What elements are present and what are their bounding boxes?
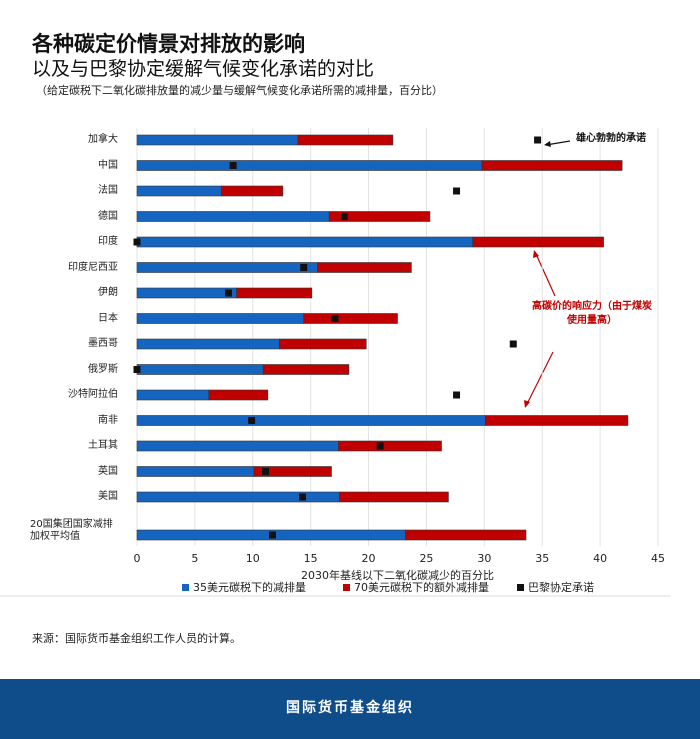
- marker: [300, 264, 308, 271]
- bar: [485, 415, 629, 426]
- legend-label: 巴黎协定承诺: [528, 580, 594, 594]
- y-tick-label: 加拿大: [88, 134, 118, 145]
- title: 各种碳定价情景对排放的影响: [32, 32, 305, 56]
- y-tick-label: 美国: [98, 491, 118, 502]
- marker: [268, 531, 276, 539]
- marker: [376, 442, 384, 450]
- bar: [472, 236, 604, 248]
- bar: [328, 211, 431, 222]
- bar: [136, 287, 237, 299]
- bar: [136, 389, 210, 401]
- x-tick-label: 5: [191, 552, 198, 565]
- legend-label: 70美元碳税下的额外减排量: [354, 580, 489, 594]
- marker: [509, 340, 517, 348]
- bar: [279, 338, 367, 350]
- bar: [136, 491, 340, 503]
- y-tick-label: 伊朗: [98, 287, 118, 298]
- y-tick-label: 南非: [98, 414, 118, 426]
- marker: [534, 136, 542, 144]
- marker: [133, 366, 141, 373]
- y-tick-label: 中国: [98, 159, 118, 171]
- y-tick-label: 法国: [98, 185, 118, 196]
- marker: [262, 468, 270, 475]
- bar: [136, 262, 318, 273]
- annotation: 高碳价的响应力（由于煤炭使用量高）: [532, 301, 652, 326]
- x-tick-label: 45: [651, 552, 665, 565]
- bar: [136, 415, 486, 426]
- footer-text: 国际货币基金组织: [286, 700, 414, 716]
- footer: [0, 679, 700, 739]
- bar: [136, 236, 474, 248]
- bar: [303, 313, 398, 324]
- legend-swatch: [182, 584, 189, 591]
- y-tick-label: 日本: [98, 312, 118, 324]
- marker: [248, 417, 256, 424]
- y-tick-label: 沙特阿拉伯: [68, 389, 118, 400]
- y-tick-label: 印度: [98, 236, 118, 247]
- arrow-head: [524, 400, 530, 408]
- bar: [136, 211, 330, 222]
- y-tick-label: 20国集团国家减排加权平均值: [30, 519, 113, 542]
- bar: [339, 491, 449, 503]
- marker: [453, 391, 461, 399]
- bar: [262, 364, 350, 375]
- bar: [317, 262, 412, 273]
- y-tick-label: 德国: [98, 210, 118, 222]
- x-tick-label: 10: [246, 552, 260, 565]
- bar: [136, 185, 222, 197]
- x-tick-label: 30: [477, 552, 491, 565]
- bar: [297, 134, 394, 146]
- bar: [481, 160, 623, 171]
- bar: [136, 338, 280, 350]
- bar: [208, 389, 269, 401]
- arrow-head: [533, 250, 539, 258]
- annotation: 雄心勃勃的承诺: [576, 133, 646, 144]
- note: （给定碳税下二氧化碳排放量的减少量与缓解气候变化承诺所需的减排量，百分比）: [36, 84, 443, 97]
- x-tick-label: 0: [134, 552, 141, 565]
- legend-swatch: [343, 584, 350, 591]
- bar: [136, 440, 339, 452]
- bar: [338, 440, 442, 452]
- bar: [136, 466, 255, 477]
- y-tick-label: 印度尼西亚: [68, 261, 118, 273]
- legend-swatch: [517, 584, 524, 591]
- y-tick-label: 俄罗斯: [88, 363, 118, 375]
- x-tick-label: 25: [419, 552, 433, 565]
- source: 来源：国际货币基金组织工作人员的计算。: [32, 632, 241, 645]
- x-tick-label: 15: [304, 552, 318, 565]
- x-tick-label: 35: [535, 552, 549, 565]
- marker: [299, 493, 307, 501]
- marker: [331, 315, 339, 322]
- arrow: [535, 253, 556, 297]
- bar: [253, 466, 332, 477]
- subtitle: 以及与巴黎协定缓解气候变化承诺的对比: [32, 58, 375, 80]
- bar: [136, 134, 299, 146]
- y-tick-label: 墨西哥: [88, 338, 118, 349]
- y-tick-label: 土耳其: [88, 440, 118, 451]
- marker: [340, 213, 348, 220]
- x-tick-label: 40: [593, 552, 607, 565]
- bar: [405, 529, 527, 541]
- x-axis-label: 2030年基线以下二氧化碳减少的百分比: [301, 568, 494, 582]
- arrow-head: [544, 141, 551, 147]
- marker: [453, 187, 461, 195]
- marker: [133, 238, 141, 246]
- bar: [221, 185, 284, 197]
- bar: [136, 364, 264, 375]
- arrow: [526, 351, 554, 405]
- bar: [136, 313, 305, 324]
- chart: 0 5 10 15 20 25 30 35 40 45 2030年基线以下二氧化碳减少的百分比35美…: [0, 128, 670, 597]
- y-tick-label: 英国: [98, 465, 118, 477]
- x-tick-label: 20: [362, 552, 376, 565]
- marker: [229, 162, 237, 169]
- marker: [224, 289, 232, 297]
- legend-label: 35美元碳税下的减排量: [193, 580, 306, 594]
- bar: [136, 160, 483, 171]
- bar: [236, 287, 313, 299]
